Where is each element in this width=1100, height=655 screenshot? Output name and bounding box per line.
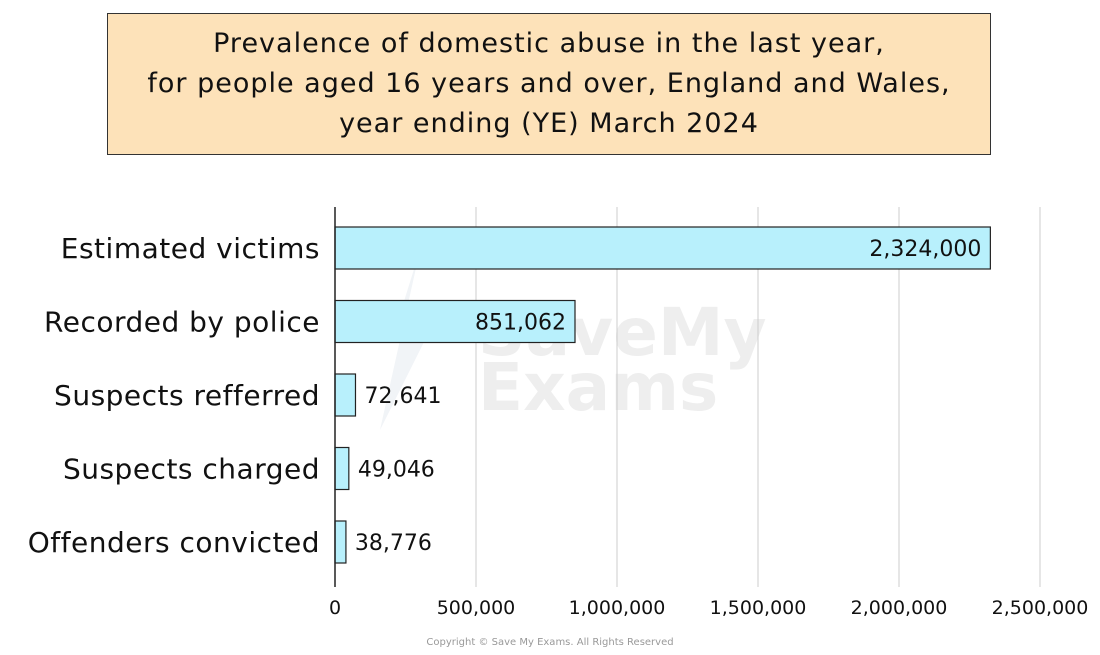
chart-title-line-2: for people aged 16 years and over, Engla… [147, 68, 951, 99]
x-tick-label: 2,000,000 [851, 597, 948, 619]
x-tick-label: 2,500,000 [992, 597, 1089, 619]
bar [334, 373, 357, 417]
bars [334, 226, 991, 564]
category-label: Offenders convicted [28, 526, 320, 559]
x-tick-label: 0 [329, 597, 341, 619]
category-label: Recorded by police [44, 306, 320, 339]
x-tick-label: 500,000 [437, 597, 516, 619]
x-tick-label: 1,500,000 [710, 597, 807, 619]
chart-title-box: Prevalence of domestic abuse in the last… [107, 13, 991, 155]
watermark-line-2: Exams [478, 349, 718, 426]
category-labels: Estimated victims Recorded by police Suspe… [28, 232, 320, 559]
value-label: 851,062 [475, 311, 566, 336]
value-label: 38,776 [355, 531, 432, 556]
gridlines [475, 207, 1041, 587]
chart-title-line-3: year ending (YE) March 2024 [339, 108, 759, 139]
value-label: 2,324,000 [869, 237, 981, 262]
x-tick-label: 1,000,000 [569, 597, 666, 619]
bar [334, 226, 991, 270]
copyright-text: Copyright © Save My Exams. All Rights Re… [426, 637, 674, 648]
category-label: Suspects charged [63, 453, 320, 486]
chart-title-line-1: Prevalence of domestic abuse in the last… [213, 28, 885, 59]
x-tick-labels: 0 500,000 1,000,000 1,500,000 2,000,000 2,500… [329, 597, 1088, 619]
bar [334, 520, 347, 564]
value-labels: 2,324,000 851,062 72,641 49,046 38,776 [355, 237, 981, 556]
value-label: 49,046 [358, 458, 435, 483]
bar [334, 446, 350, 491]
category-label: Suspects refferred [54, 379, 320, 412]
value-label: 72,641 [364, 384, 441, 409]
bar [334, 299, 576, 344]
category-label: Estimated victims [61, 232, 320, 265]
